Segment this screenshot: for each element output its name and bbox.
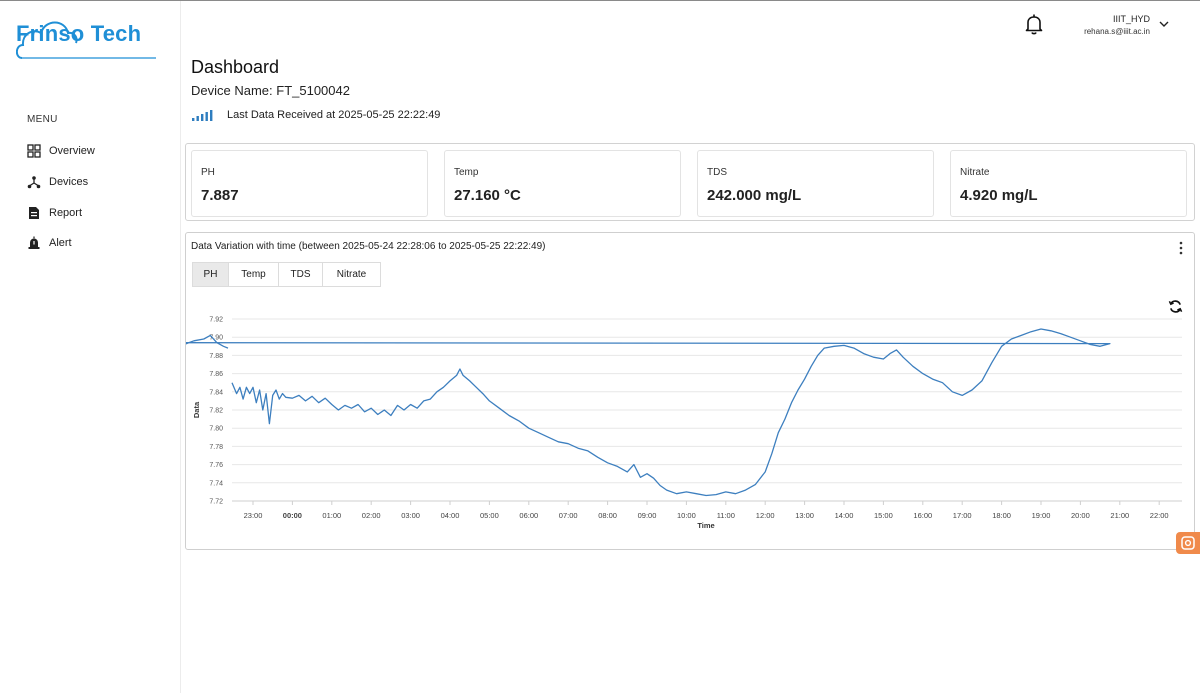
bell-icon[interactable] — [1024, 13, 1044, 35]
stat-value: 242.000 mg/L — [707, 187, 802, 204]
alarm-icon — [28, 236, 40, 249]
user-email: rehana.s@iiit.ac.in — [1084, 27, 1150, 36]
x-tick-label: 07:00 — [559, 511, 578, 520]
stats-container — [185, 143, 1195, 221]
capture-button[interactable] — [1176, 532, 1200, 554]
x-tick-label: 15:00 — [874, 511, 893, 520]
x-tick-label: 21:00 — [1110, 511, 1129, 520]
ph-series-line — [186, 328, 1111, 497]
x-tick-label: 11:00 — [717, 511, 735, 520]
y-axis-title: Data — [192, 401, 201, 418]
stat-label: TDS — [707, 167, 727, 178]
sidebar-item-label: Overview — [49, 145, 95, 157]
cloud-logo-icon — [16, 21, 156, 59]
brand-name: Frinso Tech — [16, 21, 142, 46]
y-tick-label: 7.76 — [209, 462, 223, 469]
more-options-icon[interactable] — [1176, 241, 1186, 255]
x-tick-label: 17:00 — [953, 511, 972, 520]
x-tick-label: 01:00 — [322, 511, 341, 520]
y-tick-label: 7.88 — [209, 353, 223, 360]
x-tick-label: 08:00 — [598, 511, 617, 520]
device-name: Device Name: FT_5100042 — [191, 83, 350, 98]
stat-label: Temp — [454, 167, 479, 178]
y-tick-label: 7.92 — [209, 317, 223, 324]
x-axis-title: Time — [697, 521, 714, 530]
y-tick-label: 7.78 — [209, 444, 223, 451]
x-tick-label: 23:00 — [244, 511, 263, 520]
sidebar-item-report[interactable]: Report — [27, 203, 82, 223]
stat-value: 4.920 mg/L — [960, 187, 1038, 204]
tab-nitrate[interactable]: Nitrate — [336, 269, 367, 280]
capture-icon — [1181, 536, 1195, 550]
x-tick-label: 12:00 — [756, 511, 775, 520]
user-name: IIIT_HYD — [1112, 14, 1150, 24]
sidebar: Frinso Tech MENU Overview Devices — [0, 1, 181, 693]
y-tick-label: 7.86 — [209, 371, 223, 378]
y-tick-label: 7.84 — [209, 389, 223, 396]
x-tick-label: 14:00 — [835, 511, 854, 520]
y-tick-label: 7.74 — [209, 480, 223, 487]
sidebar-item-overview[interactable]: Overview — [27, 141, 95, 161]
refresh-icon[interactable] — [1168, 299, 1183, 314]
x-tick-label: 19:00 — [1032, 511, 1051, 520]
x-tick-label: 20:00 — [1071, 511, 1090, 520]
stat-label: Nitrate — [960, 167, 990, 178]
stat-card-ph: PH 7.887 — [191, 150, 428, 217]
sidebar-item-label: Alert — [49, 237, 72, 249]
x-tick-label: 03:00 — [401, 511, 420, 520]
y-tick-label: 7.72 — [209, 499, 223, 506]
x-tick-label: 06:00 — [519, 511, 538, 520]
x-tick-label: 02:00 — [362, 511, 381, 520]
tab-temp[interactable]: Temp — [229, 263, 279, 286]
stat-value: 7.887 — [201, 187, 239, 204]
document-icon — [29, 207, 39, 219]
sidebar-item-label: Devices — [49, 176, 89, 188]
menu-title: MENU — [27, 114, 58, 125]
y-tick-label: 7.82 — [209, 408, 223, 415]
x-tick-label: 16:00 — [913, 511, 932, 520]
x-tick-label: 10:00 — [677, 511, 696, 520]
stat-card-tds: TDS 242.000 mg/L — [697, 150, 934, 217]
x-tick-label: 09:00 — [638, 511, 657, 520]
x-tick-label: 22:00 — [1150, 511, 1169, 520]
sidebar-item-devices[interactable]: Devices — [27, 172, 88, 192]
y-tick-label: 7.80 — [209, 426, 223, 433]
stat-label: PH — [201, 167, 215, 178]
chevron-down-icon[interactable] — [1158, 19, 1170, 29]
x-tick-label: 04:00 — [441, 511, 460, 520]
x-tick-label: 05:00 — [480, 511, 499, 520]
page-title: Dashboard — [191, 57, 280, 77]
grid-icon — [27, 144, 41, 158]
sidebar-item-alert[interactable]: Alert — [27, 233, 72, 253]
x-tick-label: 13:00 — [795, 511, 814, 520]
stat-card-nitrate: Nitrate 4.920 mg/L — [950, 150, 1187, 217]
stat-card-temp: Temp 27.160 °C — [444, 150, 681, 217]
chart-panel — [185, 232, 1195, 550]
network-icon — [27, 176, 41, 189]
chart-title: Data Variation with time (between 2025-0… — [191, 241, 546, 252]
stat-value: 27.160 °C — [454, 187, 521, 204]
sidebar-item-label: Report — [49, 207, 83, 219]
y-tick-label: 7.90 — [209, 335, 223, 342]
x-tick-label: 00:00 — [283, 511, 302, 520]
tab-ph[interactable]: PH — [193, 263, 229, 286]
signal-icon — [192, 110, 213, 121]
x-tick-label: 18:00 — [992, 511, 1011, 520]
chart-tabs: PH Temp TDS Nitrate — [192, 262, 381, 287]
last-data-received: Last Data Received at 2025-05-25 22:22:4… — [227, 109, 441, 121]
tab-tds[interactable]: TDS — [279, 263, 323, 286]
ph-line-chart: 7.92 7.90 7.88 7.86 7.84 7.82 7.80 7.78 7.76 7.74… — [186, 317, 1182, 530]
